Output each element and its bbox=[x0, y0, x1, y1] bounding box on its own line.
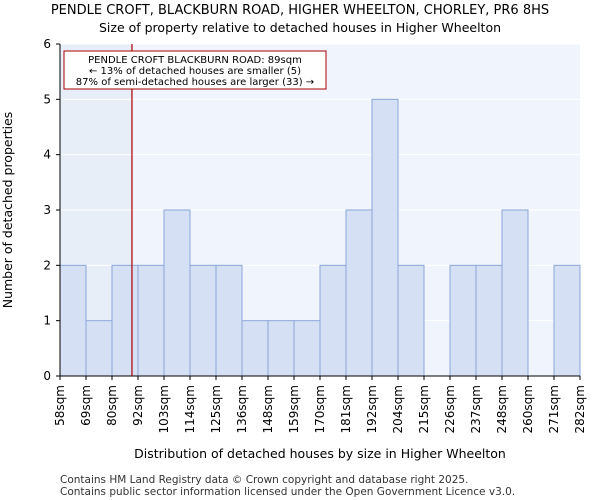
bar-271sqm bbox=[553, 264, 581, 377]
bar-181sqm bbox=[345, 209, 373, 377]
bar-136sqm bbox=[241, 320, 269, 377]
x-tick-label: 92sqm bbox=[131, 385, 145, 426]
x-tick-label: 192sqm bbox=[365, 385, 379, 433]
chart-title: PENDLE CROFT, BLACKBURN ROAD, HIGHER WHE… bbox=[51, 3, 549, 18]
bar-204sqm bbox=[397, 264, 425, 377]
x-tick-label: 103sqm bbox=[157, 385, 171, 433]
y-tick-label: 6 bbox=[43, 37, 51, 51]
y-tick-label: 4 bbox=[43, 148, 51, 162]
footer-line-1: Contains HM Land Registry data © Crown c… bbox=[60, 474, 468, 486]
x-tick-label: 159sqm bbox=[287, 385, 301, 433]
x-tick-label: 148sqm bbox=[261, 385, 275, 433]
x-tick-label: 204sqm bbox=[391, 385, 405, 433]
x-tick-label: 237sqm bbox=[469, 385, 483, 433]
x-axis-label: Distribution of detached houses by size … bbox=[134, 446, 506, 461]
x-tick-label: 248sqm bbox=[495, 385, 509, 433]
bar-69sqm bbox=[85, 320, 113, 377]
bar-192sqm bbox=[371, 98, 399, 377]
bar-92sqm bbox=[137, 264, 165, 377]
bar-237sqm bbox=[475, 264, 503, 377]
bar-159sqm bbox=[293, 320, 321, 377]
bar-103sqm bbox=[163, 209, 191, 377]
bar-170sqm bbox=[319, 264, 347, 377]
y-tick-label: 3 bbox=[43, 203, 51, 217]
x-tick-label: 80sqm bbox=[105, 385, 119, 426]
bar-226sqm bbox=[449, 264, 477, 377]
x-tick-label: 260sqm bbox=[521, 385, 535, 433]
bar-148sqm bbox=[267, 320, 295, 377]
bar-248sqm bbox=[501, 209, 529, 377]
bar-80sqm bbox=[111, 264, 139, 377]
x-tick-label: 226sqm bbox=[443, 385, 457, 433]
x-tick-label: 215sqm bbox=[417, 385, 431, 433]
bar-125sqm bbox=[215, 264, 243, 377]
bar-114sqm bbox=[189, 264, 217, 377]
y-tick-label: 0 bbox=[43, 369, 51, 383]
bar-58sqm bbox=[59, 264, 87, 377]
plot-area: 0 1 2 3 4 5 6 58sqm 69sqm 80sqm 92sqm 103sqm 114sqm 1… bbox=[43, 37, 587, 433]
y-tick-label: 5 bbox=[43, 92, 51, 106]
x-tick-label: 136sqm bbox=[235, 385, 249, 433]
annotation-box bbox=[63, 50, 327, 90]
chart-subtitle: Size of property relative to detached ho… bbox=[99, 20, 501, 35]
x-tick-label: 282sqm bbox=[573, 385, 587, 433]
x-tick-label: 181sqm bbox=[339, 385, 353, 433]
x-tick-label: 170sqm bbox=[313, 385, 327, 433]
y-tick-label: 2 bbox=[43, 258, 51, 272]
x-tick-label: 125sqm bbox=[209, 385, 223, 433]
annotation-line-1: PENDLE CROFT BLACKBURN ROAD: 89sqm bbox=[88, 55, 302, 66]
y-tick-label: 1 bbox=[43, 314, 51, 328]
x-tick-label: 69sqm bbox=[79, 385, 93, 426]
x-tick-label: 114sqm bbox=[183, 385, 197, 433]
x-tick-label: 58sqm bbox=[53, 385, 67, 426]
x-tick-label: 271sqm bbox=[547, 385, 561, 433]
footer-line-2: Contains public sector information licen… bbox=[60, 486, 515, 498]
annotation-line-2: ← 13% of detached houses are smaller (5) bbox=[89, 66, 301, 77]
y-axis-label: Number of detached properties bbox=[0, 112, 15, 309]
annotation-line-3: 87% of semi-detached houses are larger (… bbox=[76, 77, 314, 88]
